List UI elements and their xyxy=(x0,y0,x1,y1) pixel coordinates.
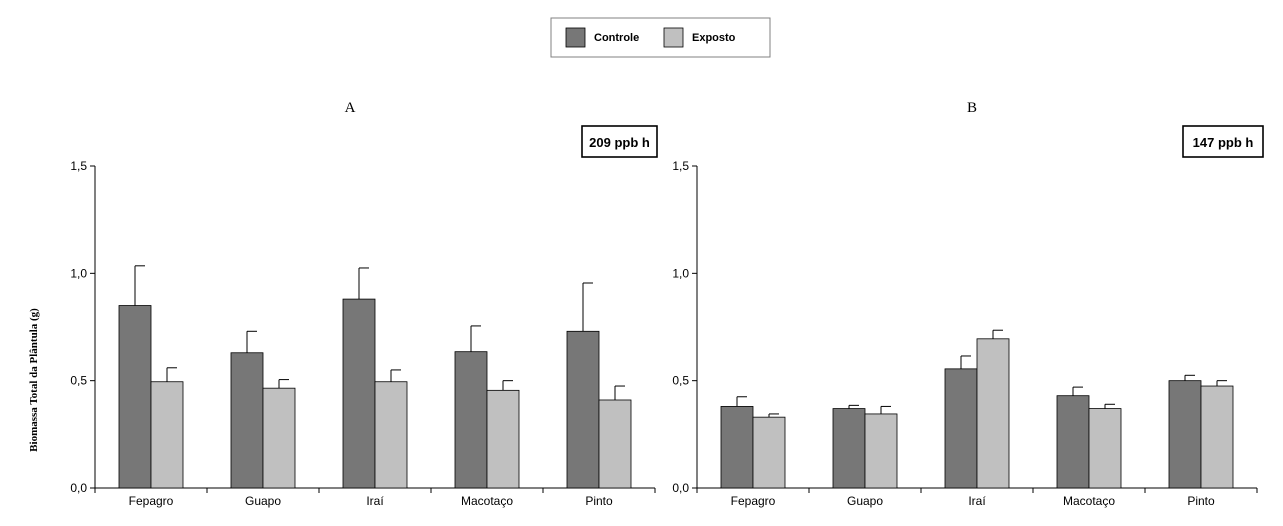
bar-controle xyxy=(454,351,488,489)
x-tick-label: Guapo xyxy=(847,494,883,508)
y-tick-label: 0,5 xyxy=(672,374,689,388)
panel-label: B xyxy=(967,100,977,116)
y-tick-label: 1,0 xyxy=(70,266,87,280)
panel-b: B 147 ppb h 0,0 0,5 1,0 1,5 Fepagro Guapo Iraí Ma… xyxy=(672,100,1264,508)
panel-a: A 209 ppb h 0,0 0,5 1,0 1,5 Fepagro Guapo Iraí Ma… xyxy=(70,100,658,508)
x-tick-label: Fepagro xyxy=(731,494,776,508)
legend-box xyxy=(550,17,771,58)
legend-swatch-exposto xyxy=(663,27,684,48)
x-tick-label: Macotaço xyxy=(1063,494,1115,508)
legend-label-exposto: Exposto xyxy=(692,32,736,44)
y-tick-label: 0,0 xyxy=(672,481,689,495)
bar-exposto xyxy=(374,381,408,489)
bar-exposto xyxy=(1200,385,1234,489)
y-axis-label: Biomassa Total da Plântula (g) xyxy=(28,308,40,452)
x-tick-label: Guapo xyxy=(245,494,281,508)
x-tick-label: Iraí xyxy=(366,494,384,508)
bar-controle xyxy=(720,406,754,489)
x-tick-label: Fepagro xyxy=(129,494,174,508)
y-tick-label: 0,0 xyxy=(70,481,87,495)
x-tick-label: Pinto xyxy=(1187,494,1215,508)
bar-controle xyxy=(832,408,866,489)
annotation-box: 147 ppb h xyxy=(1182,125,1264,158)
bar-controle xyxy=(944,368,978,489)
y-tick-label: 1,0 xyxy=(672,266,689,280)
bar-exposto xyxy=(598,399,632,489)
bar-controle xyxy=(230,352,264,489)
annotation-frame xyxy=(581,125,658,158)
bar-controle xyxy=(1168,380,1202,489)
legend-swatch-controle xyxy=(565,27,586,48)
bar-controle xyxy=(1056,395,1090,489)
y-tick-label: 0,5 xyxy=(70,374,87,388)
bar-controle xyxy=(566,330,600,489)
y-tick-label: 1,5 xyxy=(672,159,689,173)
bar-exposto xyxy=(262,387,296,489)
bar-exposto xyxy=(864,413,898,489)
bar-exposto xyxy=(752,416,786,489)
y-tick-label: 1,5 xyxy=(70,159,87,173)
annotation-text: 209 ppb h xyxy=(589,135,650,150)
annotation-frame xyxy=(1182,125,1264,158)
annotation-box: 209 ppb h xyxy=(581,125,658,158)
x-tick-label: Iraí xyxy=(968,494,986,508)
panel-label: A xyxy=(345,100,356,116)
x-tick-label: Pinto xyxy=(585,494,613,508)
legend-label-controle: Controle xyxy=(594,32,639,44)
bar-exposto xyxy=(976,338,1010,489)
bar-exposto xyxy=(150,381,184,489)
x-tick-label: Macotaço xyxy=(461,494,513,508)
bar-controle xyxy=(118,305,152,489)
bar-exposto xyxy=(486,389,520,489)
bar-exposto xyxy=(1088,408,1122,489)
annotation-text: 147 ppb h xyxy=(1193,135,1254,150)
bar-controle xyxy=(342,298,376,489)
legend: Controle Exposto xyxy=(550,17,771,58)
